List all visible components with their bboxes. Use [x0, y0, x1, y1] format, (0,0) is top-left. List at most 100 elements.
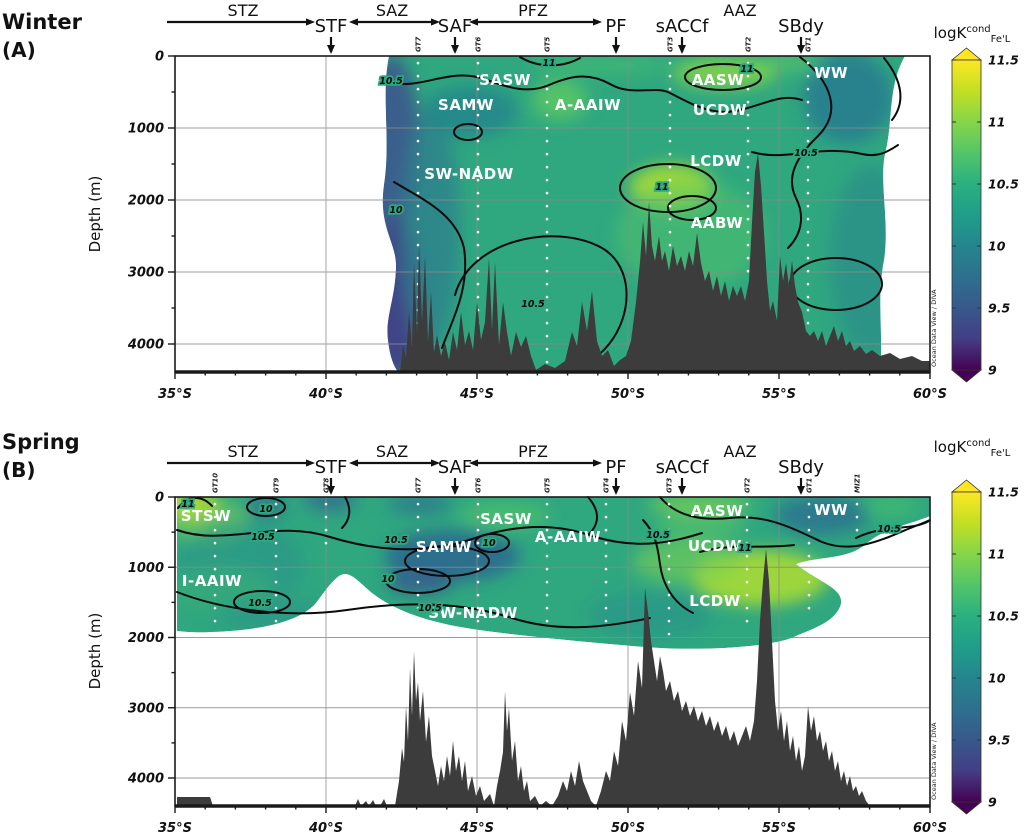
panel-a-season-label: Winter	[2, 10, 82, 34]
contour-label: 10.5	[646, 530, 670, 541]
colorbar-title-a: logKcondFe'L	[933, 24, 1011, 45]
contour-label: 10.5	[877, 524, 901, 535]
water-mass-label: AASW	[691, 502, 744, 520]
front-arrowhead	[797, 45, 805, 54]
water-mass-label: WW	[814, 64, 848, 82]
colorbar-tick-label: 11.5	[988, 53, 1019, 68]
front-arrowhead	[612, 45, 620, 54]
water-mass-label: UCDW	[688, 537, 742, 555]
water-mass-label: STSW	[181, 507, 231, 525]
colorbar-tick-label: 11.5	[988, 485, 1019, 500]
contour-label: 10	[381, 574, 395, 585]
colorbar: 11.5 11 10.5 10 9.5 9	[950, 479, 1019, 815]
front-arrowhead	[678, 486, 686, 495]
station-label: GT6	[475, 478, 483, 493]
x-tick-label: 50°S	[611, 387, 645, 402]
x-tick-label: 55°S	[762, 821, 796, 835]
station-label: GT1	[806, 478, 814, 493]
colorbar-tick-label: 11	[988, 115, 1005, 130]
zone-label: AAZ	[723, 442, 756, 461]
colorbar-tick-label: 10.5	[988, 177, 1019, 192]
water-mass-label: LCDW	[689, 592, 741, 610]
contour-line	[699, 544, 795, 553]
zone-arrowhead	[469, 18, 478, 26]
bathymetry	[177, 549, 870, 806]
colorbar-tip-top	[950, 479, 983, 493]
zone-label: SAZ	[376, 1, 408, 20]
contour-label: 11	[181, 499, 194, 510]
panel-b-letter-label: (B)	[2, 458, 36, 482]
colorbar-tip-bottom	[950, 369, 983, 383]
contour-line	[883, 57, 902, 121]
colorbar-tick-label: 9.5	[988, 301, 1010, 316]
water-mass-label: SW-NADW	[424, 165, 514, 183]
axis-ticks	[168, 496, 931, 813]
zone-arrowhead	[593, 459, 602, 467]
water-mass-label: AASW	[692, 71, 745, 89]
plot-frame	[174, 55, 931, 374]
station-label: GT8	[323, 478, 331, 493]
front-arrowhead	[797, 486, 805, 495]
station-label: GT5	[544, 478, 552, 493]
panel-b: STSW SASW SAMW A-AAIW I-AAIW AASW UCDW WW SW-NAD…	[86, 442, 1019, 835]
contour-line	[751, 144, 899, 157]
contour-loop	[233, 590, 291, 614]
colorbar-title-b: logKcondFe'L	[933, 438, 1011, 459]
contour-line	[454, 235, 628, 372]
x-tick-label: 40°S	[308, 387, 343, 402]
colorbar: 11.5 11 10.5 10 9.5 9	[950, 47, 1019, 383]
y-axis-label: Depth (m)	[86, 613, 104, 690]
colorbar-tip-bottom	[950, 801, 983, 815]
colorbar-tick-label: 9	[988, 363, 997, 378]
colorbar-tick-label: 10	[988, 671, 1006, 686]
zone-arrowhead	[349, 459, 358, 467]
zone-label: PFZ	[518, 1, 548, 20]
bathymetry-silhouette	[400, 153, 930, 372]
colorbar-tick-label: 10	[988, 239, 1006, 254]
contour-label: 10	[389, 205, 403, 216]
y-tick-label: 2000	[128, 194, 164, 209]
water-mass-label: SW-NADW	[428, 604, 518, 622]
contour-line	[176, 526, 703, 551]
zone-arrowhead	[306, 18, 315, 26]
bathymetry	[400, 153, 930, 372]
water-mass-labels: SASW SAMW A-AAIW AASW UCDW WW LCDW AABW SW-NADW	[424, 64, 848, 232]
contour-line	[393, 181, 467, 349]
contour-loop	[684, 63, 762, 91]
station-labels: GT10 GT9 GT8 GT7 GT6 GT5 GT4 GT3 GT2 GT1 MIZ1	[212, 473, 862, 493]
zone-label: AAZ	[723, 1, 756, 20]
y-tick-label: 4000	[127, 338, 164, 353]
zone-label: SAZ	[376, 442, 408, 461]
contour-loop	[453, 123, 483, 141]
water-mass-label: SAMW	[438, 96, 494, 114]
contour-label: 11	[655, 182, 668, 193]
front-arrowhead	[327, 45, 335, 54]
contour-line	[341, 496, 351, 529]
x-tick-label: 35°S	[158, 821, 192, 835]
contour-label: 10	[482, 538, 496, 549]
contour-line	[176, 591, 651, 629]
station-label: GT3	[667, 37, 675, 52]
station-label: MIZ1	[854, 473, 862, 493]
front-label: STF	[315, 457, 348, 478]
station-label: GT2	[745, 37, 753, 52]
colorbar-tick-label: 9.5	[988, 733, 1010, 748]
contour-label: 10.5	[379, 76, 403, 87]
colorbar-gradient	[951, 59, 982, 371]
y-tick-label: 2000	[128, 631, 164, 646]
zone-annotations: STZ SAZ PFZ AAZ STF SAF PF sACCf SBdy	[167, 442, 824, 495]
front-label: SBdy	[778, 16, 824, 37]
contour-label: 10.5	[251, 532, 275, 543]
station-label: GT9	[273, 478, 281, 493]
station-label: GT1	[805, 37, 813, 52]
front-arrowhead	[678, 45, 686, 54]
credit-text: Ocean Data View / DIVA	[930, 722, 938, 800]
colorbar-gradient	[951, 491, 982, 803]
water-mass-label: UCDW	[693, 101, 747, 119]
contour-label: 11	[542, 58, 555, 69]
panel-b-season-label: Spring	[2, 430, 80, 454]
water-mass-label: AABW	[691, 214, 743, 232]
y-tick-label: 1000	[128, 122, 164, 137]
station-labels: GT7 GT6 GT5 GT3 GT2 GT1	[415, 37, 813, 52]
zone-arrowhead	[593, 18, 602, 26]
